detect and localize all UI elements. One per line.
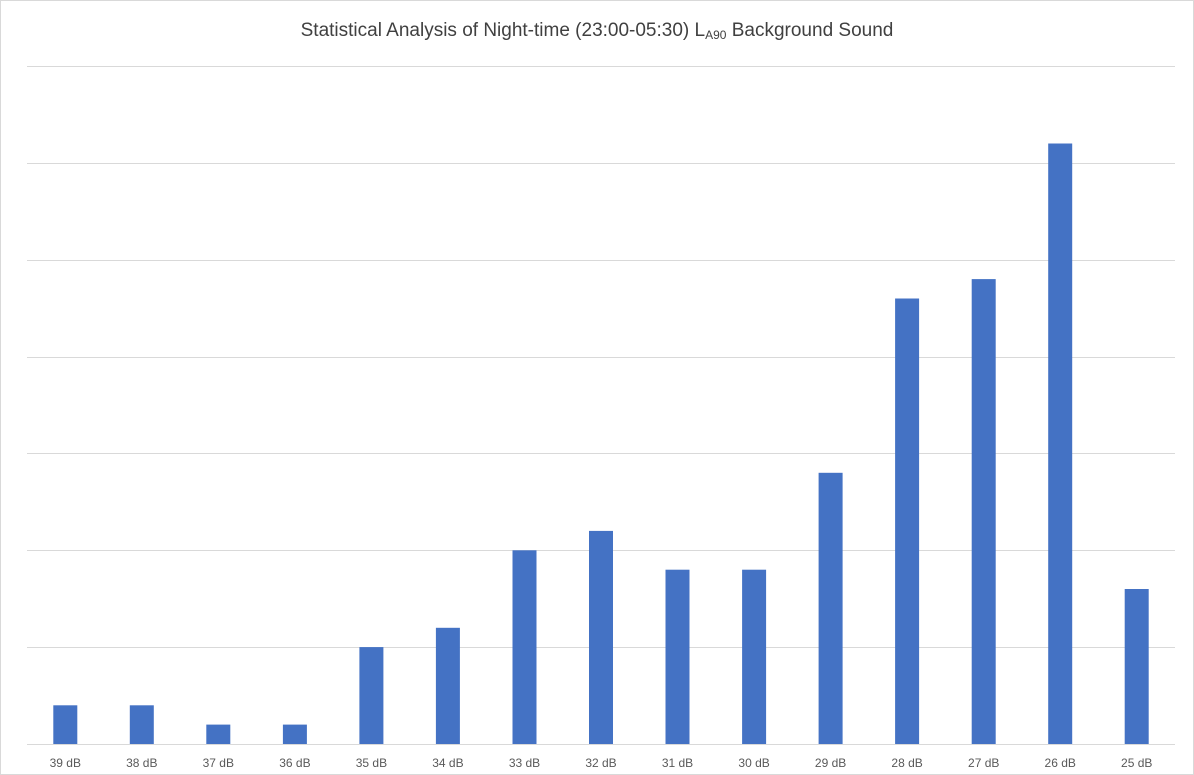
x-tick-label: 27 dB — [968, 756, 999, 770]
chart-title-prefix: Statistical Analysis of Night-time (23:0… — [300, 20, 706, 41]
x-axis-labels: 39 dB 38 dB 37 dB 36 dB 35 dB 34 dB 33 dB 32 dB… — [50, 756, 1153, 770]
x-tick-label: 38 dB — [126, 756, 157, 770]
bar-33-db — [512, 550, 537, 744]
bar-29-db — [818, 472, 843, 744]
x-tick-label: 31 dB — [662, 756, 693, 770]
x-tick-label: 32 dB — [585, 756, 616, 770]
x-tick-label: 29 dB — [815, 756, 846, 770]
chart-title-suffix: Background Sound — [726, 20, 894, 41]
bar-34-db — [435, 627, 460, 744]
x-tick-label: 34 dB — [432, 756, 463, 770]
bar-31-db — [665, 569, 690, 744]
bar-32-db — [589, 530, 613, 744]
x-tick-label: 39 dB — [50, 756, 81, 770]
bar-36-db — [282, 724, 307, 744]
x-tick-label: 28 dB — [891, 756, 922, 770]
x-tick-label: 25 dB — [1121, 756, 1152, 770]
bar-25-db — [1124, 589, 1149, 744]
bar-28-db — [895, 298, 920, 744]
x-tick-label: 37 dB — [203, 756, 234, 770]
bar-26-db — [1048, 143, 1073, 744]
x-tick-label: 36 dB — [279, 756, 310, 770]
chart-title-subscript: A90 — [705, 28, 727, 42]
bars — [53, 143, 1149, 744]
bar-39-db — [53, 705, 78, 744]
bar-37-db — [206, 724, 231, 744]
chart-title: Statistical Analysis of Night-time (23:0… — [0, 20, 1194, 42]
bar-35-db — [359, 647, 384, 744]
x-tick-label: 33 dB — [509, 756, 540, 770]
bar-38-db — [129, 705, 154, 744]
bar-27-db — [971, 279, 996, 744]
x-tick-label: 26 dB — [1045, 756, 1076, 770]
x-tick-label: 35 dB — [356, 756, 387, 770]
x-tick-label: 30 dB — [738, 756, 769, 770]
bar-30-db — [742, 569, 767, 744]
